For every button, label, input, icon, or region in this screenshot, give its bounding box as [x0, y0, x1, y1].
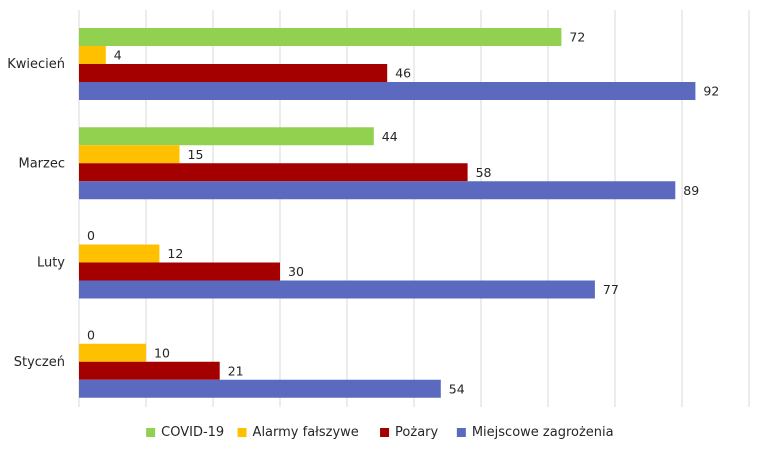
value-label-0-2: 46 [395, 66, 411, 81]
value-label-2-2: 30 [288, 264, 304, 279]
bar-2-2 [79, 262, 280, 281]
value-label-3-3: 54 [449, 381, 465, 396]
bar-2-1 [79, 244, 160, 263]
legend: COVID-19 Alarmy fałszywe Pożary Miejscowe z… [146, 425, 614, 440]
legend-label-2: Pożary [395, 425, 438, 440]
value-label-1-2: 58 [476, 165, 492, 180]
value-label-3-1: 10 [154, 345, 170, 360]
value-label-1-1: 15 [188, 147, 204, 162]
bar-0-0 [79, 28, 562, 46]
value-label-0-0: 72 [569, 30, 585, 45]
bar-1-0 [79, 127, 374, 146]
bar-1-2 [79, 163, 468, 182]
value-label-2-0: 0 [87, 228, 95, 243]
value-label-3-0: 0 [87, 327, 95, 342]
bar-3-1 [79, 343, 146, 362]
legend-label-0: COVID-19 [161, 425, 224, 440]
value-label-1-0: 44 [382, 129, 398, 144]
legend-swatch-2 [380, 428, 390, 437]
value-label-0-1: 4 [114, 48, 122, 63]
bar-1-3 [79, 181, 676, 200]
value-label-2-1: 12 [167, 246, 183, 261]
bar-2-3 [79, 280, 595, 299]
value-label-0-3: 92 [703, 84, 719, 99]
legend-label-3: Miejscowe zagrożenia [472, 425, 614, 440]
category-label-3: Styczeń [14, 355, 65, 370]
category-label-0: Kwiecień [7, 57, 65, 72]
legend-swatch-0 [146, 428, 156, 437]
bar-0-1 [79, 46, 106, 64]
value-label-1-3: 89 [683, 183, 699, 198]
value-label-3-2: 21 [228, 363, 244, 378]
category-axis: Kwiecień Marzec Luty Styczeń [7, 57, 65, 370]
value-label-2-3: 77 [603, 282, 619, 297]
bar-0-2 [79, 64, 388, 82]
value-labels: 72 4 46 92 44 15 58 89 0 12 30 77 0 10 21 54 [87, 30, 719, 397]
category-label-1: Marzec [19, 156, 66, 171]
bar-3-2 [79, 361, 220, 380]
bar-0-3 [79, 82, 696, 100]
bars [79, 28, 696, 398]
category-label-2: Luty [37, 256, 65, 271]
bar-1-1 [79, 145, 180, 164]
legend-swatch-1 [237, 428, 247, 437]
legend-label-1: Alarmy fałszywe [253, 425, 359, 440]
bar-3-3 [79, 379, 441, 398]
legend-swatch-3 [456, 428, 466, 437]
